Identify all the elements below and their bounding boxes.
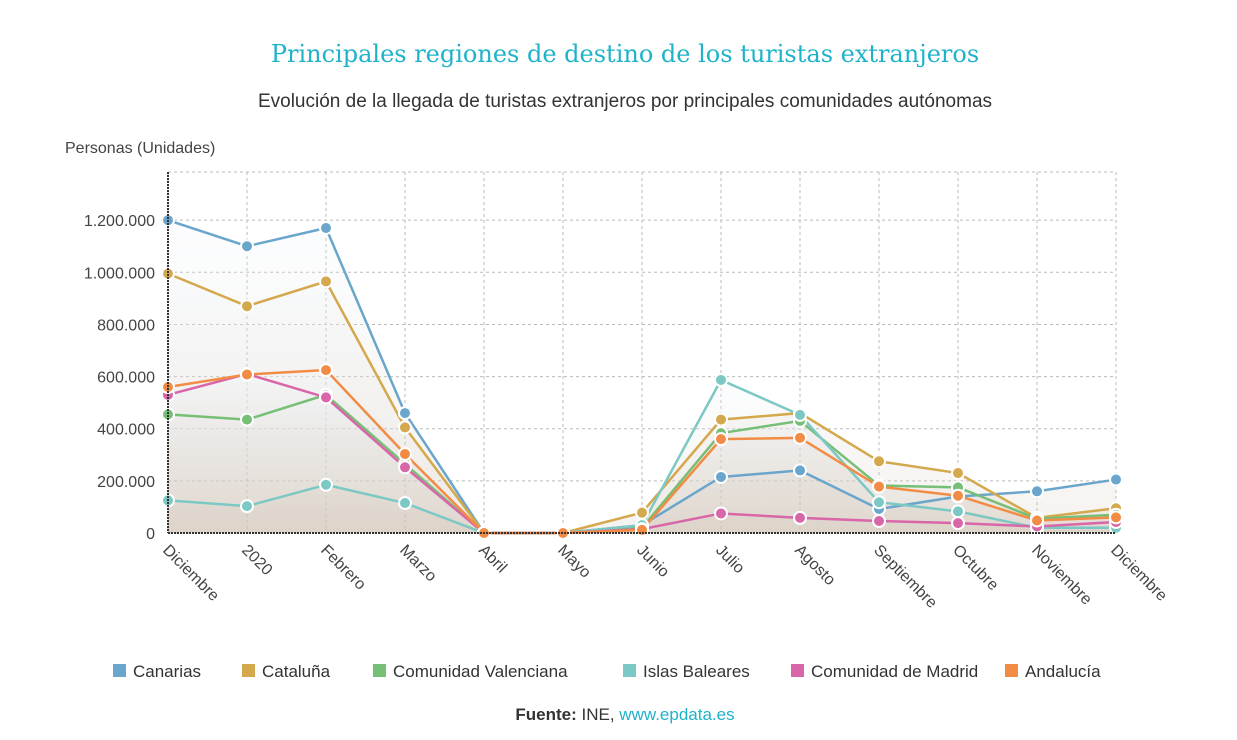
- data-point[interactable]: [1030, 484, 1044, 499]
- source-link[interactable]: www.epdata.es: [618, 705, 734, 724]
- x-tick-label: Junio: [633, 542, 672, 581]
- data-point[interactable]: [319, 477, 333, 492]
- data-point[interactable]: [1109, 472, 1123, 487]
- x-tick-label: Septiembre: [870, 542, 940, 612]
- x-tick-label: Diciembre: [159, 542, 222, 605]
- data-point[interactable]: [714, 506, 728, 521]
- data-point[interactable]: [793, 430, 807, 445]
- data-point[interactable]: [872, 514, 886, 529]
- data-point[interactable]: [319, 274, 333, 289]
- legend-swatch: [623, 664, 636, 677]
- y-tick-label: 0: [146, 526, 155, 543]
- data-point[interactable]: [240, 499, 254, 514]
- data-point[interactable]: [319, 363, 333, 378]
- data-point[interactable]: [714, 372, 728, 387]
- data-point[interactable]: [398, 420, 412, 435]
- data-point[interactable]: [398, 460, 412, 475]
- data-point[interactable]: [793, 407, 807, 422]
- data-point[interactable]: [714, 469, 728, 484]
- data-point[interactable]: [1030, 513, 1044, 528]
- data-point[interactable]: [161, 380, 175, 395]
- x-tick-label: Agosto: [791, 542, 838, 589]
- x-tick-label: Julio: [712, 542, 747, 577]
- legend-item[interactable]: Islas Baleares: [643, 662, 750, 681]
- legend-swatch: [791, 664, 804, 677]
- data-point[interactable]: [319, 390, 333, 405]
- data-point[interactable]: [951, 516, 965, 531]
- data-point[interactable]: [240, 367, 254, 382]
- y-tick-label: 200.000: [97, 474, 155, 491]
- data-point[interactable]: [161, 407, 175, 422]
- data-point[interactable]: [635, 522, 649, 537]
- y-tick-label: 600.000: [97, 370, 155, 387]
- data-point[interactable]: [872, 454, 886, 469]
- legend-swatch: [1005, 664, 1018, 677]
- data-point[interactable]: [872, 495, 886, 510]
- chart-title: Principales regiones de destino de los t…: [271, 40, 979, 68]
- data-point[interactable]: [1109, 510, 1123, 525]
- legend-item[interactable]: Comunidad de Madrid: [811, 662, 978, 681]
- chart-subtitle: Evolución de la llegada de turistas extr…: [258, 91, 992, 112]
- data-point[interactable]: [951, 504, 965, 519]
- x-tick-label: Abril: [475, 542, 510, 577]
- x-tick-label: Noviembre: [1028, 542, 1095, 609]
- data-point[interactable]: [793, 510, 807, 525]
- data-point[interactable]: [635, 505, 649, 520]
- data-point[interactable]: [872, 479, 886, 494]
- legend-swatch: [113, 664, 126, 677]
- data-point[interactable]: [161, 266, 175, 281]
- x-tick-label: 2020: [238, 542, 275, 579]
- y-tick-label: 800.000: [97, 317, 155, 334]
- legend-item[interactable]: Andalucía: [1025, 662, 1101, 681]
- legend-item[interactable]: Canarias: [133, 662, 201, 681]
- legend-item[interactable]: Comunidad Valenciana: [393, 662, 568, 681]
- data-point[interactable]: [240, 412, 254, 427]
- data-point[interactable]: [793, 463, 807, 478]
- source-label: Fuente:: [515, 705, 576, 724]
- data-point[interactable]: [951, 466, 965, 481]
- y-tick-label: 1.000.000: [84, 265, 155, 282]
- data-point[interactable]: [398, 447, 412, 462]
- x-tick-label: Mayo: [554, 542, 594, 582]
- source-text: INE,: [577, 705, 620, 724]
- data-point[interactable]: [398, 496, 412, 511]
- y-axis-label: Personas (Unidades): [65, 140, 215, 157]
- source: Fuente: INE, www.epdata.es: [515, 705, 734, 724]
- data-point[interactable]: [714, 432, 728, 447]
- x-tick-label: Febrero: [317, 542, 369, 594]
- data-point[interactable]: [714, 412, 728, 427]
- x-tick-label: Marzo: [396, 542, 440, 586]
- x-tick-label: Octubre: [949, 542, 1001, 594]
- data-point[interactable]: [240, 239, 254, 254]
- data-point[interactable]: [240, 299, 254, 314]
- data-point[interactable]: [319, 220, 333, 235]
- y-tick-label: 1.200.000: [84, 213, 155, 230]
- legend-swatch: [373, 664, 386, 677]
- legend-swatch: [242, 664, 255, 677]
- data-point[interactable]: [398, 406, 412, 421]
- y-tick-label: 400.000: [97, 422, 155, 439]
- x-tick-label: Diciembre: [1107, 542, 1170, 605]
- legend-item[interactable]: Cataluña: [262, 662, 331, 681]
- data-point[interactable]: [951, 488, 965, 503]
